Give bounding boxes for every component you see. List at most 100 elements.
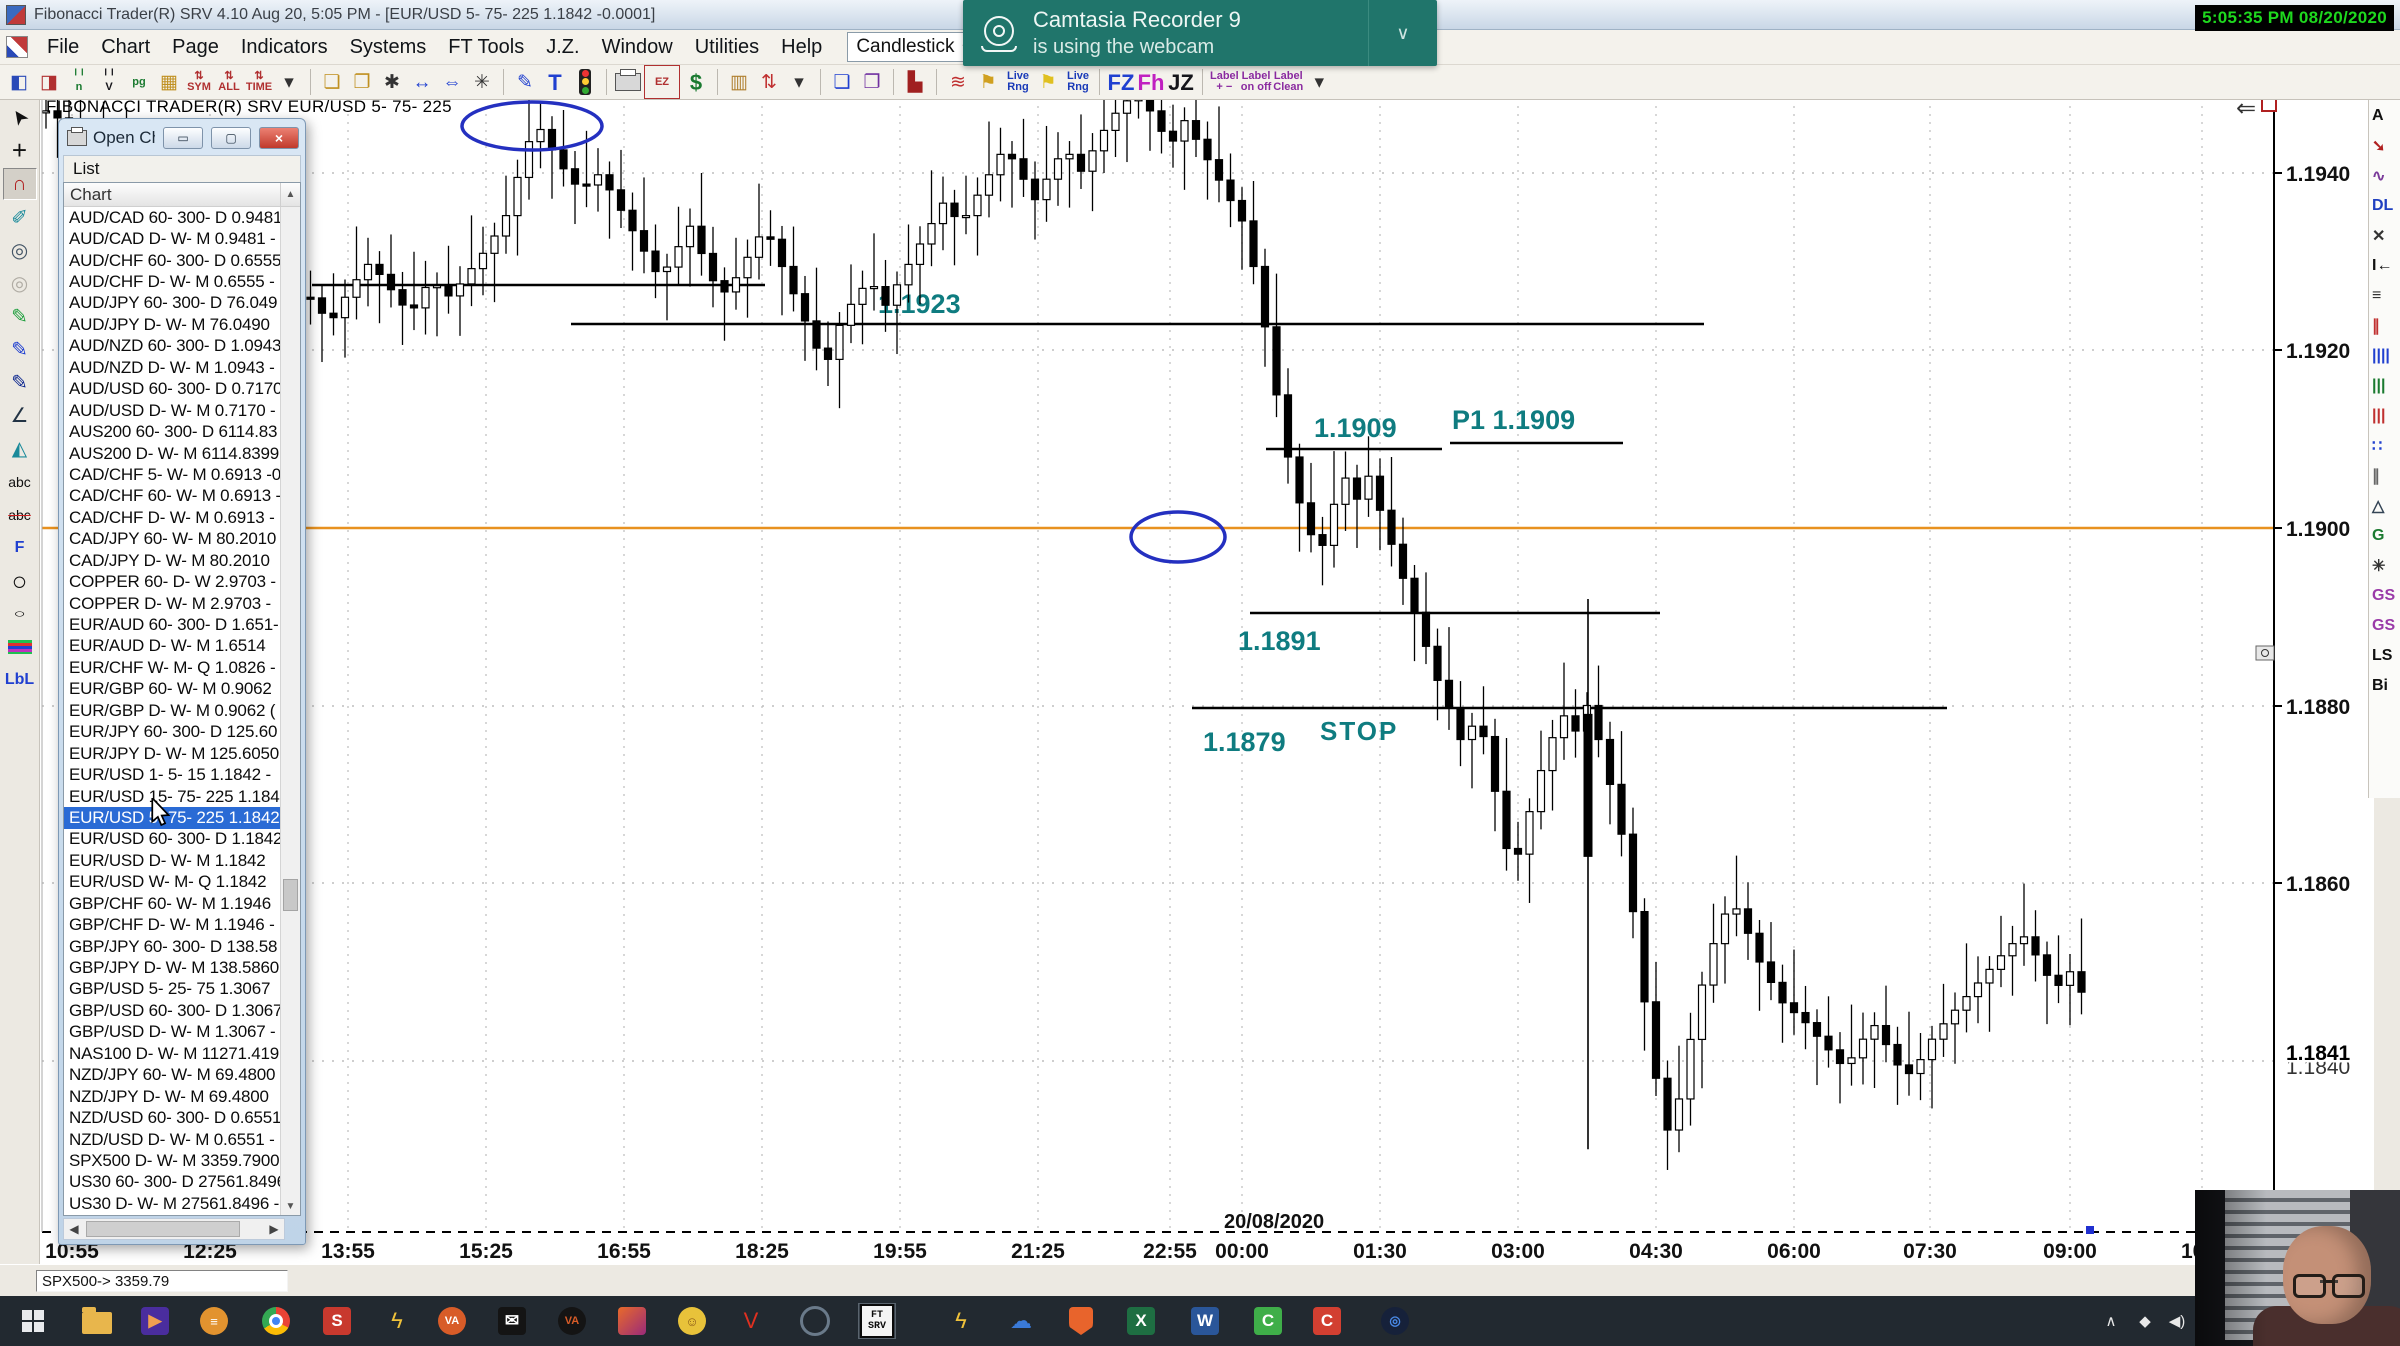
bi-icon[interactable]: Bi (2372, 677, 2388, 694)
list-item[interactable]: AUD/USD 60- 300- D 0.7170 (69, 379, 281, 399)
parallel-lines-icon[interactable]: ≡ (2372, 287, 2382, 304)
va-orange-icon[interactable]: VA (433, 1303, 471, 1339)
dots-grid-icon[interactable]: ∷ (2372, 438, 2383, 455)
ring-app-icon[interactable] (796, 1303, 834, 1339)
pencil-green-icon[interactable]: ✎ (11, 306, 28, 328)
list-item[interactable]: NZD/USD D- W- M 0.6551 - (69, 1129, 275, 1149)
list-item[interactable]: EUR/USD 1- 5- 15 1.1842 - (69, 765, 271, 785)
tick-n-icon[interactable]: ╵╵ n (72, 70, 86, 93)
dialog-menu-list[interactable]: List (63, 155, 301, 182)
list-item[interactable]: COPPER D- W- M 2.9703 - (69, 593, 271, 613)
dl-icon[interactable]: DL (2372, 197, 2394, 214)
open-page-icon[interactable]: ◨ (40, 71, 58, 93)
diamond-arrows-icon[interactable]: ⇔ (442, 71, 462, 93)
minimize-button[interactable]: ▭ (163, 127, 203, 149)
multiline-icon[interactable] (4, 632, 36, 662)
list-item[interactable]: AUD/JPY 60- 300- D 76.049 (69, 293, 278, 313)
angle-line-icon[interactable]: ∠ (10, 405, 29, 427)
pencil-navy-icon[interactable]: ✎ (11, 372, 28, 394)
asterisk-icon[interactable]: ✳ (474, 71, 490, 93)
list-item[interactable]: EUR/JPY 60- 300- D 125.60 (69, 722, 278, 742)
pg-icon[interactable]: pg (132, 75, 146, 88)
list-item[interactable]: EUR/GBP D- W- M 0.9062 ( (69, 700, 276, 720)
ft-srv-icon[interactable]: FT SRV (858, 1303, 896, 1339)
menu-chart[interactable]: Chart (101, 35, 151, 58)
excel-icon[interactable]: X (1122, 1303, 1160, 1339)
dropbox-tray-icon[interactable]: ◆ (2139, 1313, 2151, 1330)
all-scale-icon[interactable]: ⇅ ALL (218, 70, 240, 93)
chart-mini-controls[interactable]: ⇐–❐× (2236, 98, 2374, 661)
fan-icon[interactable]: ✳ (2372, 558, 2386, 575)
fh-icon[interactable]: Fh (1137, 69, 1165, 95)
scroll-down-icon[interactable]: ▼ (285, 1200, 296, 1212)
list-item[interactable]: CAD/JPY D- W- M 80.2010 (69, 550, 270, 570)
scale-dropdown-icon[interactable]: ▾ (284, 71, 294, 93)
menu-help[interactable]: Help (781, 35, 823, 58)
magnet-tool-icon[interactable]: ∩ (2, 168, 37, 200)
add-window2-icon[interactable]: ❐ (353, 71, 371, 93)
gs2-icon[interactable]: GS (2372, 617, 2396, 634)
bars-blue-icon[interactable]: |||| (2372, 347, 2390, 364)
gs1-icon[interactable]: GS (2372, 587, 2396, 604)
word-icon[interactable]: W (1186, 1303, 1224, 1339)
list-item[interactable]: AUD/NZD D- W- M 1.0943 - (69, 357, 275, 377)
tick-v-icon[interactable]: ╵╵ V (102, 70, 116, 93)
vivaldi-icon[interactable]: V (743, 1308, 759, 1333)
start-button[interactable] (14, 1303, 52, 1339)
list-item[interactable]: AUD/CHF 60- 300- D 0.6555 (69, 250, 281, 270)
list-item[interactable]: CAD/CHF 5- W- M 0.6913 -0 (69, 464, 281, 484)
menu-utilities[interactable]: Utilities (694, 35, 760, 58)
ellipse-tool-icon[interactable]: ○ (11, 566, 28, 596)
list-item[interactable]: SPX500 D- W- M 3359.7900 (69, 1150, 280, 1170)
chrome-icon[interactable] (257, 1303, 295, 1339)
list-item[interactable]: GBP/JPY 60- 300- D 138.58 (69, 936, 278, 956)
list-item[interactable]: GBP/CHF D- W- M 1.1946 - (69, 915, 275, 935)
info-pencil-icon[interactable]: ✎ (517, 71, 533, 93)
label-onoff-icon[interactable]: Label on off (1240, 70, 1272, 93)
list-item[interactable]: EUR/AUD D- W- M 1.6514 (69, 636, 266, 656)
menu-systems[interactable]: Systems (349, 35, 427, 58)
bars-green-icon[interactable]: ||| (2372, 377, 2386, 394)
traffic-light-icon[interactable] (571, 66, 599, 98)
squiggle-icon[interactable]: ∿ (2372, 168, 2386, 185)
list-item[interactable]: US30 D- W- M 27561.8496 - (69, 1193, 280, 1213)
list-item[interactable]: AUD/NZD 60- 300- D 1.0943 (69, 336, 281, 356)
add-window-icon[interactable]: ❏ (323, 71, 341, 93)
list-item[interactable]: GBP/USD 60- 300- D 1.3067 (69, 1000, 281, 1020)
zoom-page-icon[interactable]: ◎ (10, 240, 29, 262)
panel-dropdown-icon[interactable]: ▾ (794, 71, 804, 93)
camtasia-red-icon[interactable]: C (1308, 1303, 1346, 1339)
vertical-scrollbar[interactable]: ▼ (280, 207, 300, 1215)
tray-expand-icon[interactable]: ∧ (2105, 1313, 2117, 1330)
h-scrollbar-thumb[interactable] (86, 1221, 240, 1237)
sym-scale-icon[interactable]: ⇅ SYM (187, 70, 211, 93)
ez-calendar-icon[interactable]: EZ (644, 65, 680, 99)
h-arrows-icon[interactable]: ↔ (412, 71, 432, 93)
list-item[interactable]: NAS100 D- W- M 11271.419 (69, 1043, 280, 1063)
list-item[interactable]: COPPER 60- D- W 2.9703 - (69, 572, 276, 592)
gradient-app-icon[interactable] (613, 1303, 651, 1339)
scroll-left-icon[interactable]: ◀ (69, 1222, 79, 1236)
list-item[interactable]: EUR/JPY D- W- M 125.6050 (69, 743, 279, 763)
list-item[interactable]: EUR/USD 5- 75- 225 1.1842 (64, 807, 281, 829)
volume-tray-icon[interactable]: ◀) (2168, 1313, 2186, 1330)
lbl-icon[interactable]: LbL (4, 671, 35, 688)
jz-icon[interactable]: JZ (1168, 69, 1194, 95)
camtasia-green-icon[interactable]: C (1249, 1303, 1287, 1339)
print-icon[interactable] (614, 66, 642, 98)
menu-indicators[interactable]: Indicators (240, 35, 328, 58)
scroll-up-icon[interactable]: ▲ (280, 183, 300, 206)
list-item[interactable]: CAD/CHF 60- W- M 0.6913 - (69, 486, 281, 506)
list-item[interactable]: CAD/CHF D- W- M 0.6913 - (69, 507, 275, 527)
text-abc-off-icon[interactable]: abc (8, 507, 31, 523)
orange-app-icon[interactable]: ≡ (195, 1303, 233, 1339)
list-item[interactable]: CAD/JPY 60- W- M 80.2010 (69, 529, 277, 549)
live-range-icon[interactable]: Live Rng (1006, 70, 1029, 93)
media-player-icon[interactable]: ▶ (136, 1303, 174, 1339)
list-item[interactable]: AUS200 D- W- M 6114.8399 (69, 443, 280, 463)
list-item[interactable]: AUD/CAD 60- 300- D 0.9481 (69, 207, 281, 227)
crosshair-tool-icon[interactable]: + (11, 135, 28, 165)
menu-file[interactable]: File (47, 35, 80, 58)
emoji-app-icon[interactable]: ☺ (673, 1303, 711, 1339)
